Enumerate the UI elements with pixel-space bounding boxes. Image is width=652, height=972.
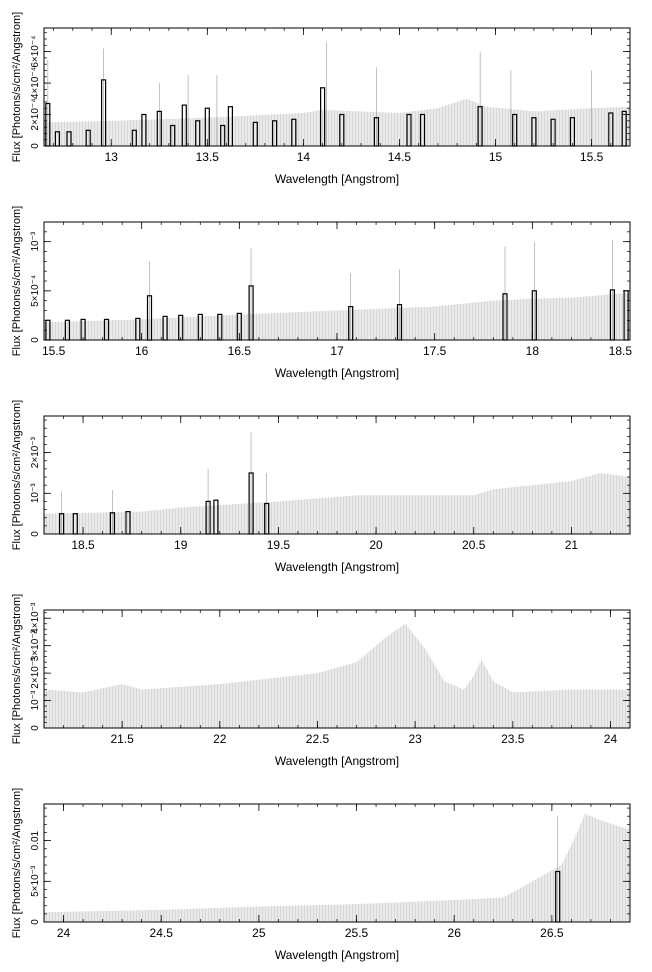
x-tick-label: 17	[330, 344, 344, 358]
y-axis: 0 5×10⁻³ 0.01 Flux [Photons/s/cm²/Angstrom]	[11, 788, 630, 938]
y-tick-label: 0	[30, 337, 41, 343]
x-tick-label: 20	[369, 538, 383, 552]
spectrum-panel-5: 24 24.5 25 25.5 26 26.5 Wavelength [Angstrom] 0…	[11, 788, 631, 962]
x-tick-label: 16	[135, 344, 149, 358]
x-tick-label: 23.5	[501, 732, 525, 746]
x-axis-label: Wavelength [Angstrom]	[275, 366, 399, 380]
spectrum-panel-3: 18.5 19 19.5 20 20.5 21 Wavelength [Angstrom] 0…	[11, 400, 631, 574]
model-spectrum	[44, 624, 629, 728]
x-tick-label: 21	[565, 538, 579, 552]
y-tick-label: 0	[30, 531, 41, 537]
y-tick-label: 2×10⁻⁴	[30, 98, 41, 130]
x-tick-label: 26.5	[540, 926, 564, 940]
x-tick-label: 19.5	[267, 538, 291, 552]
error-bars	[47, 42, 592, 146]
x-axis: 24 24.5 25 25.5 26 26.5 Wavelength [Angstrom]	[43, 804, 631, 962]
y-tick-label: 4×10⁻³	[30, 602, 41, 634]
x-tick-label: 18.5	[609, 344, 633, 358]
x-tick-label: 24	[57, 926, 71, 940]
y-axis-label: Flux [Photons/s/cm²/Angstrom]	[11, 206, 23, 356]
x-tick-label: 20.5	[462, 538, 486, 552]
x-tick-label: 15	[489, 150, 503, 164]
y-tick-label: 0	[30, 143, 41, 149]
y-axis: 0 10⁻³ 2×10⁻³ Flux [Photons/s/cm²/Angstrom]	[11, 400, 630, 550]
x-tick-label: 22	[213, 732, 227, 746]
spectrum-panel-2: 15.5 16 16.5 17 17.5 18 18.5 Wavelength [Angstr…	[11, 206, 632, 380]
x-tick-label: 19	[174, 538, 188, 552]
x-tick-label: 14.5	[388, 150, 412, 164]
spectrum-panel-1: 13 13.5 14 14.5 15 15.5 Wavelength [Angstrom] 0…	[11, 12, 631, 186]
x-tick-label: 18	[526, 344, 540, 358]
y-tick-label: 2×10⁻³	[30, 657, 41, 689]
model-spectrum	[44, 473, 629, 534]
x-tick-label: 18.5	[71, 538, 95, 552]
y-axis-label: Flux [Photons/s/cm²/Angstrom]	[11, 788, 23, 938]
x-axis: 18.5 19 19.5 20 20.5 21 Wavelength [Angstrom]	[43, 416, 631, 574]
x-tick-label: 23	[408, 732, 422, 746]
x-tick-label: 13	[105, 150, 119, 164]
y-tick-label: 5×10⁻³	[30, 865, 41, 897]
y-tick-label: 0.01	[30, 830, 41, 850]
x-tick-label: 17.5	[423, 344, 447, 358]
y-axis: 0 2×10⁻⁴4×10⁻⁴6×10⁻⁴ Flux [Photons/s/cm²/A…	[11, 12, 630, 162]
y-tick-label: 10⁻³	[30, 231, 41, 251]
y-tick-label: 0	[30, 725, 41, 731]
y-axis: 0 10⁻³2×10⁻³3×10⁻³4×10⁻³ Flux [Photons/s/c…	[11, 594, 630, 744]
x-axis-label: Wavelength [Angstrom]	[275, 754, 399, 768]
y-axis: 0 5×10⁻⁴ 10⁻³ Flux [Photons/s/cm²/Angstrom]	[11, 206, 630, 356]
y-tick-label: 3×10⁻³	[30, 629, 41, 661]
x-axis: 13 13.5 14 14.5 15 15.5 Wavelength [Angstrom]	[53, 28, 631, 186]
x-tick-label: 15.5	[580, 150, 604, 164]
y-axis-label: Flux [Photons/s/cm²/Angstrom]	[11, 594, 23, 744]
x-tick-label: 24	[604, 732, 618, 746]
x-axis-label: Wavelength [Angstrom]	[275, 172, 399, 186]
y-axis-label: Flux [Photons/s/cm²/Angstrom]	[11, 12, 23, 162]
y-tick-label: 0	[30, 919, 41, 925]
x-tick-label: 24.5	[150, 926, 174, 940]
x-axis: 15.5 16 16.5 17 17.5 18 18.5 Wavelength [Angstr…	[42, 222, 632, 380]
x-tick-label: 16.5	[228, 344, 252, 358]
y-tick-label: 5×10⁻⁴	[30, 275, 41, 307]
x-tick-label: 21.5	[110, 732, 134, 746]
y-tick-label: 2×10⁻³	[30, 436, 41, 468]
y-tick-label: 10⁻³	[30, 690, 41, 710]
y-tick-label: 4×10⁻⁴	[30, 67, 41, 99]
y-tick-label: 10⁻³	[30, 483, 41, 503]
x-tick-label: 25.5	[345, 926, 369, 940]
y-tick-label: 6×10⁻⁴	[30, 36, 41, 68]
x-tick-label: 14	[297, 150, 311, 164]
x-tick-label: 22.5	[306, 732, 330, 746]
x-tick-label: 26	[448, 926, 462, 940]
x-axis-label: Wavelength [Angstrom]	[275, 560, 399, 574]
x-axis: 21.5 22 22.5 23 23.5 24 Wavelength [Angstrom]	[43, 610, 631, 768]
x-axis-label: Wavelength [Angstrom]	[275, 948, 399, 962]
spectrum-panel-4: 21.5 22 22.5 23 23.5 24 Wavelength [Angstrom] 0…	[11, 594, 631, 768]
x-tick-label: 25	[252, 926, 266, 940]
plot-frame	[43, 27, 631, 147]
x-tick-label: 13.5	[196, 150, 220, 164]
x-tick-label: 15.5	[42, 344, 66, 358]
y-axis-label: Flux [Photons/s/cm²/Angstrom]	[11, 400, 23, 550]
